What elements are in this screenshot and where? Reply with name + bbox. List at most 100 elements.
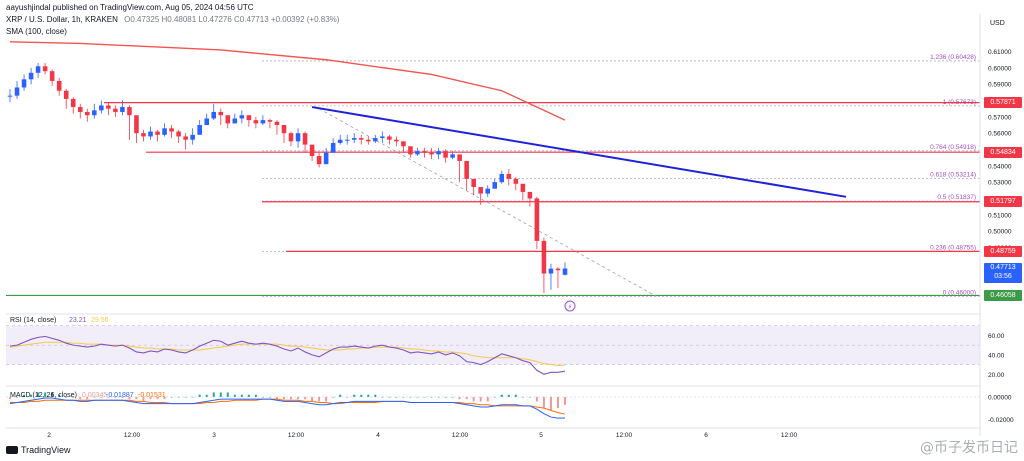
macd-histogram-bar (65, 396, 68, 398)
candle-body (260, 120, 266, 124)
tradingview-logo-icon (6, 446, 18, 454)
macd-histogram-bar (381, 396, 384, 398)
candle-body (429, 152, 434, 155)
candle-body (323, 152, 329, 165)
price-tick-label: 0.53000 (988, 180, 1012, 187)
price-tick-label: 0.54000 (988, 163, 1012, 170)
current-price-value: 0.47713 (990, 263, 1016, 271)
macd-histogram-bar (360, 394, 363, 397)
macd-histogram-bar (304, 396, 307, 400)
candle-body (520, 183, 526, 192)
macd-histogram-bar (290, 396, 293, 400)
candle-body (183, 136, 188, 140)
candle-body (84, 111, 90, 116)
macd-histogram-bar (198, 394, 201, 397)
macd-histogram-bar (444, 396, 447, 398)
rsi-value: 23.21 (69, 317, 87, 324)
macd-histogram-bar (149, 396, 152, 400)
level-badge: 0.54834 (984, 146, 1022, 158)
macd-histogram-bar (114, 396, 117, 398)
candle-body (197, 125, 202, 135)
candle-body (155, 131, 160, 135)
macd-histogram-bar (507, 394, 510, 397)
candle-body (246, 115, 252, 121)
axes: 0.610000.600000.590000.580000.570000.560… (6, 14, 1012, 439)
macd-histogram-bar (177, 396, 180, 398)
current-price-badge: 0.47713 03:56 (984, 262, 1022, 283)
price-tick-label: 0.61000 (988, 49, 1012, 56)
macd-histogram-bar (233, 394, 236, 397)
candle-body (176, 131, 181, 137)
candle-body (499, 173, 505, 183)
fib-levels: 1.236 (0.60428)1 (0.57673)0.764 (0.54918… (262, 54, 980, 297)
candle-body (541, 240, 547, 274)
macd-histogram-bar (472, 396, 475, 402)
candle-body (42, 66, 48, 72)
sma-label[interactable]: SMA (100, close) (6, 27, 67, 36)
fib-label: 0.5 (0.51837) (937, 194, 976, 201)
fib-label: 1.236 (0.60428) (930, 54, 976, 61)
candle-body (288, 133, 294, 142)
candle-body (225, 115, 231, 124)
author-line: aayushjindal published on TradingView.co… (6, 3, 254, 12)
macd-histogram-bar (51, 392, 54, 397)
candle-body (302, 133, 308, 145)
symbol-header: XRP / U.S. Dollar, 1h, KRAKEN O0.47325 H… (6, 15, 339, 24)
tradingview-brand[interactable]: TradingView (6, 445, 71, 455)
candle-body (358, 138, 364, 140)
candle-body (77, 107, 83, 112)
candle-body (527, 191, 533, 199)
macd-histogram-bar (254, 394, 257, 397)
macd-histogram-bar (23, 394, 26, 397)
macd-histogram-bar (212, 392, 215, 397)
macd-value: -0.01887 (106, 392, 134, 399)
fib-label: 0.236 (0.48755) (930, 244, 976, 251)
lightning-icon[interactable]: ⚡ (564, 300, 576, 312)
macd-histogram-bar (416, 396, 419, 398)
fib-dashed-line (318, 108, 657, 297)
candle-body (295, 133, 301, 142)
candle-body (555, 268, 561, 271)
macd-histogram-bar (156, 396, 159, 400)
candle-body (99, 105, 104, 111)
candle-body (316, 156, 322, 165)
macd-tick-label: -0.02000 (988, 417, 1014, 424)
macd-histogram-bar (226, 392, 229, 397)
candle-body (274, 121, 280, 126)
macd-histogram-bar (135, 396, 138, 400)
macd-histogram-bar (318, 396, 321, 402)
countdown-value: 03:56 (994, 272, 1012, 280)
macd-histogram-bar (325, 396, 328, 402)
macd-histogram-bar (93, 396, 96, 398)
candle-body (330, 142, 336, 153)
candle-body (408, 146, 413, 155)
macd-histogram-bar (311, 396, 314, 402)
macd-histogram-bar (479, 396, 482, 402)
price-tick-label: 0.60000 (988, 65, 1012, 72)
macd-histogram-bar (500, 394, 503, 397)
sma-line (9, 41, 566, 121)
macd-histogram-bar (100, 396, 103, 398)
macd-histogram-bar (346, 396, 349, 398)
candle-body (387, 136, 392, 140)
brand-label: TradingView (21, 445, 71, 455)
macd-histogram-bar (339, 394, 342, 397)
candle-body (120, 107, 125, 112)
candle-body (56, 80, 62, 91)
macd-histogram-bar (170, 396, 173, 398)
macd-histogram-bar (72, 396, 75, 398)
macd-histogram-bar (465, 396, 468, 400)
candle-body (401, 141, 406, 147)
candle-body (35, 66, 41, 73)
rsi-ma-value: 29.56 (91, 317, 109, 324)
macd-histogram-bar (191, 396, 194, 398)
trend-line (311, 106, 847, 198)
macd-histogram-bar (268, 396, 271, 398)
level-badge: 0.57871 (984, 97, 1022, 109)
time-tick-label: 4 (376, 432, 380, 439)
rsi-tick-label: 20.00 (988, 372, 1005, 379)
candle-body (267, 120, 273, 122)
macd-hist-value: 0.00345 (82, 392, 107, 399)
candle-body (457, 154, 462, 161)
